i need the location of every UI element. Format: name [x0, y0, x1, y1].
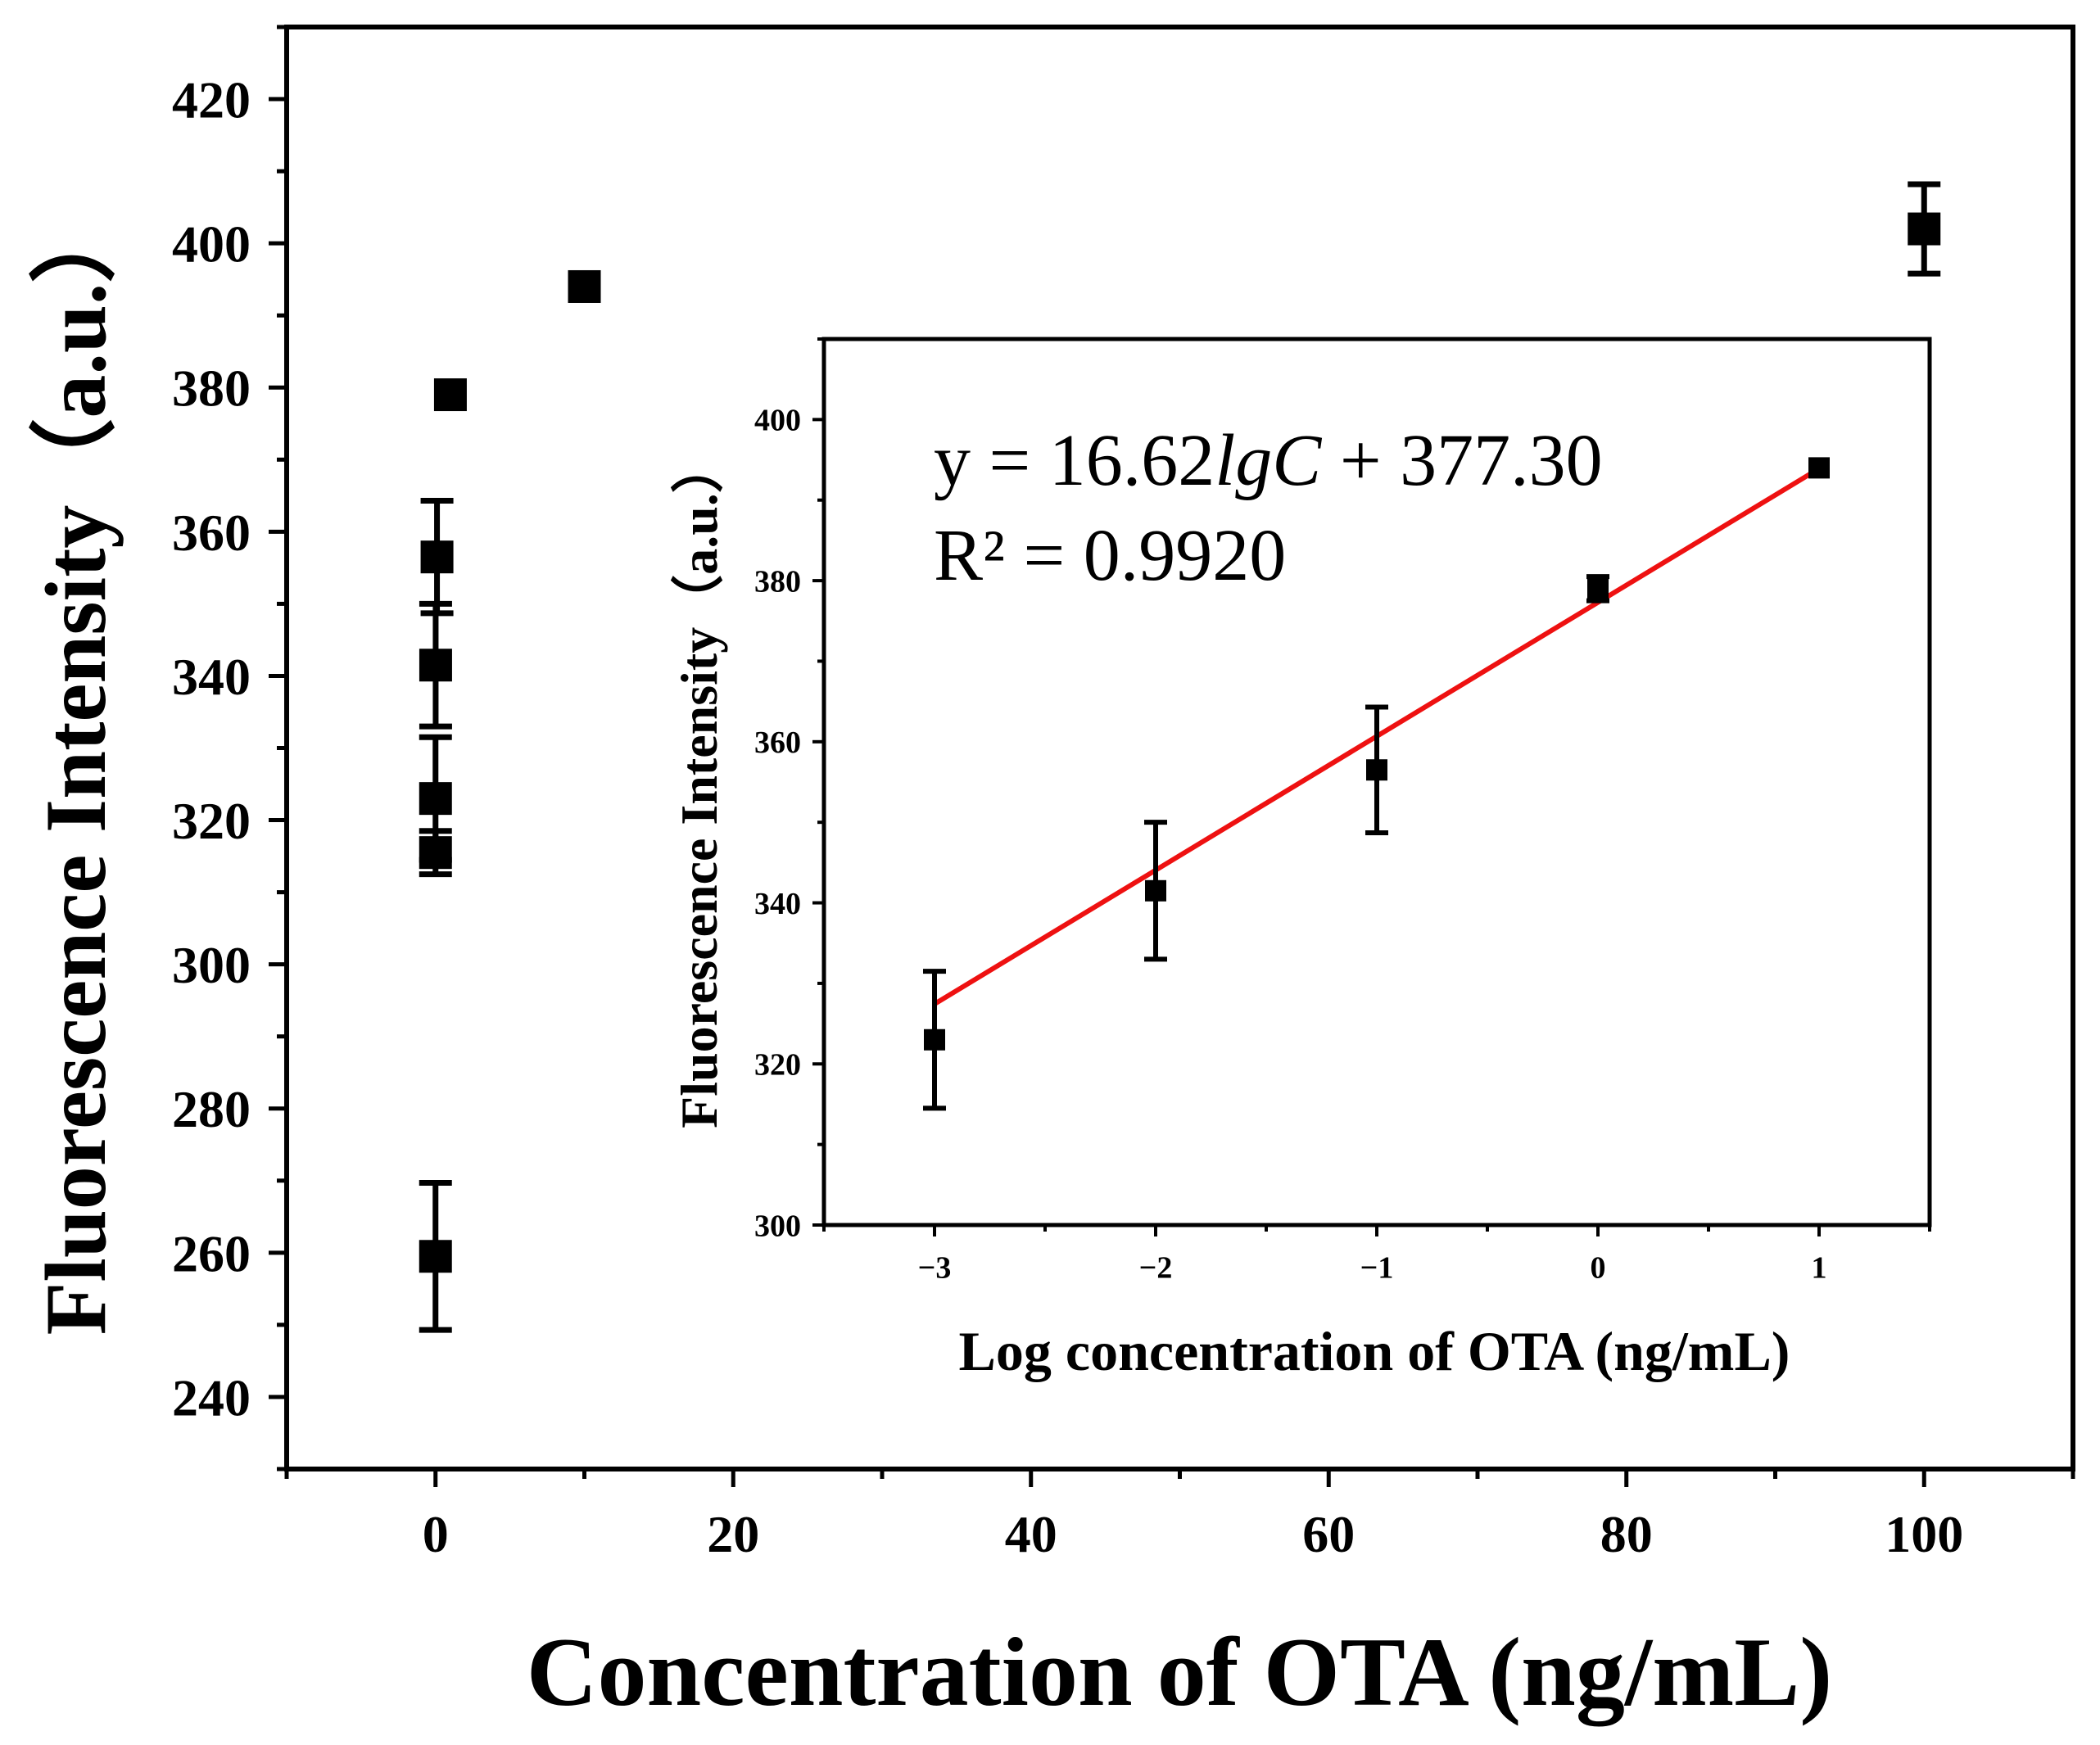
main-y-tick-label: 400 [172, 215, 251, 274]
main-x-tick-label: 20 [707, 1505, 759, 1563]
inset-y-axis-title: Fluorescence Intensity（a.u.） [670, 441, 728, 1128]
inset-plot-marks: 300 320 340 360 380 400 −3 −2 −1 0 1 [754, 337, 1931, 1285]
main-y-tick-label: 240 [172, 1368, 251, 1426]
inset-y-tick-label: 300 [754, 1209, 801, 1243]
fit-equation-suffix: + 377.30 [1321, 420, 1602, 501]
main-y-tick-label: 420 [172, 70, 251, 129]
r-squared-label: R² = 0.9920 [934, 515, 1286, 596]
main-y-tick-label: 300 [172, 936, 251, 994]
inset-data-point [1587, 577, 1609, 599]
fit-equation: y = 16.62lgC + 377.30 [934, 420, 1603, 501]
inset-data-point [1366, 759, 1387, 781]
main-data-point [419, 782, 452, 816]
inset-x-tick-label: −2 [1139, 1250, 1173, 1285]
main-x-tick-label: 60 [1302, 1505, 1355, 1563]
main-data-point [420, 540, 454, 574]
inset-x-tick-label: −3 [918, 1250, 952, 1285]
main-data-point [1908, 212, 1941, 246]
main-y-axis-title: Fluorescence Intensity（a.u.） [28, 197, 124, 1336]
main-y-tick-label: 360 [172, 504, 251, 562]
main-data-point [419, 1240, 452, 1273]
inset-x-axis-title: Log concentration of OTA (ng/mL) [959, 1320, 1790, 1382]
main-y-tick-label: 340 [172, 648, 251, 706]
inset-x-tick-label: 0 [1591, 1250, 1606, 1285]
inset-x-tick-label: 1 [1812, 1250, 1827, 1285]
inset-data-point [924, 1028, 945, 1051]
inset-data-point [1808, 457, 1830, 479]
main-data-point [433, 378, 467, 412]
main-data-point [419, 649, 452, 682]
fit-equation-prefix: y = 16.62 [934, 420, 1215, 501]
inset-data-point [1145, 879, 1166, 902]
main-x-tick-label: 100 [1885, 1505, 1963, 1563]
main-x-tick-label: 80 [1600, 1505, 1653, 1563]
main-y-tick-label: 280 [172, 1080, 251, 1138]
inset-y-tick-label: 380 [754, 564, 801, 599]
main-x-axis-title: Concentration of OTA (ng/mL) [527, 1617, 1832, 1727]
fit-equation-variable: lgC [1215, 420, 1322, 501]
inset-y-tick-label: 340 [754, 887, 801, 921]
inset-y-tick-label: 360 [754, 726, 801, 760]
inset-y-tick-label: 400 [754, 404, 801, 438]
inset-x-tick-label: −1 [1360, 1250, 1394, 1285]
main-x-tick-label: 0 [423, 1505, 449, 1563]
main-y-tick-label: 260 [172, 1224, 251, 1282]
main-y-tick-label: 320 [172, 792, 251, 850]
main-y-tick-label: 380 [172, 359, 251, 418]
inset-y-tick-label: 320 [754, 1048, 801, 1083]
main-x-tick-label: 40 [1005, 1505, 1057, 1563]
main-data-point [568, 269, 601, 303]
main-plot-marks: 240 260 280 300 320 340 360 380 400 420 0 20 40 60 80 1… [172, 25, 2075, 1563]
